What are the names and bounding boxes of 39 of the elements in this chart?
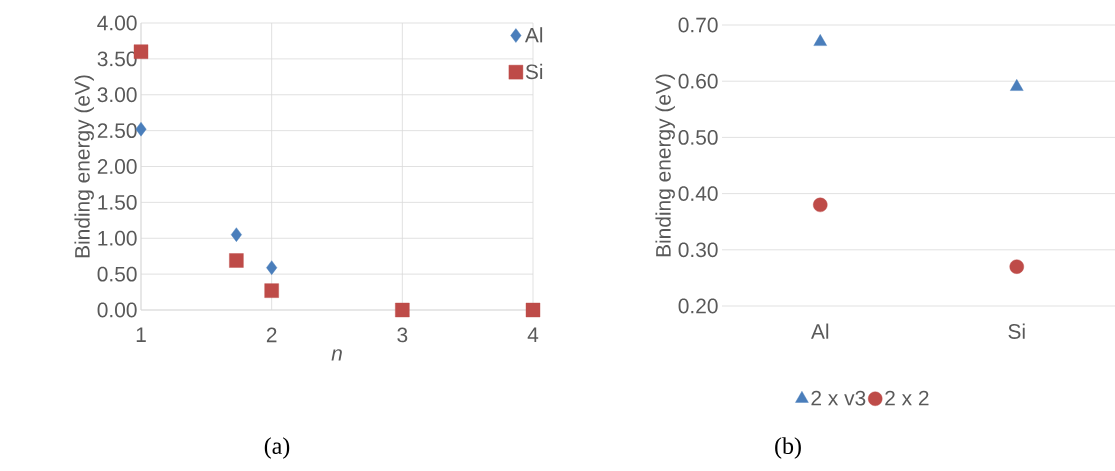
y-tick-label: 1.00 — [98, 230, 137, 246]
point — [1009, 259, 1024, 274]
legend-label: 2 x 2 — [885, 390, 929, 406]
text: (a) — [264, 437, 290, 459]
point — [525, 302, 541, 318]
y-tick-label: 3.00 — [97, 87, 137, 103]
legend-label: Al — [524, 27, 543, 43]
y-tick-label: 2.50 — [97, 123, 137, 139]
y-axis-title: Binding energy (eV) — [655, 74, 675, 257]
y-tick-label: 0.20 — [678, 298, 718, 314]
y-tick-label: 0.50 — [97, 266, 137, 282]
x-tick-label: Si — [1008, 323, 1025, 339]
point — [395, 302, 410, 318]
x-axis-title: n — [331, 349, 342, 361]
point — [1010, 79, 1024, 91]
text: (b) — [775, 437, 801, 459]
y-tick-label: 1.50 — [98, 194, 137, 210]
y-axis-title: Binding energy (eV) — [74, 75, 94, 258]
x-tick-label: 4 — [527, 327, 539, 342]
y-tick-label: 0.60 — [678, 73, 718, 89]
y-tick-label: 4.00 — [97, 15, 137, 31]
point — [230, 227, 242, 242]
point — [813, 34, 827, 46]
point — [229, 253, 244, 268]
x-tick-label: 2 — [266, 327, 277, 343]
y-tick-label: 0.30 — [678, 242, 718, 258]
y-tick-label: 0.00 — [97, 302, 137, 318]
legend-label: Si — [525, 63, 543, 80]
x-tick-label: 1 — [136, 327, 146, 342]
x-tick-label: Al — [811, 323, 829, 339]
y-tick-label: 0.40 — [678, 186, 718, 202]
y-tick-label: 0.70 — [678, 17, 718, 33]
y-tick-label: 0.50 — [678, 130, 718, 145]
legend-label: 2 x v3 — [811, 390, 866, 406]
y-tick-label: 2.00 — [97, 159, 137, 174]
x-tick-label: 3 — [397, 327, 408, 343]
point — [264, 283, 279, 298]
point — [266, 260, 278, 275]
point — [813, 197, 828, 213]
